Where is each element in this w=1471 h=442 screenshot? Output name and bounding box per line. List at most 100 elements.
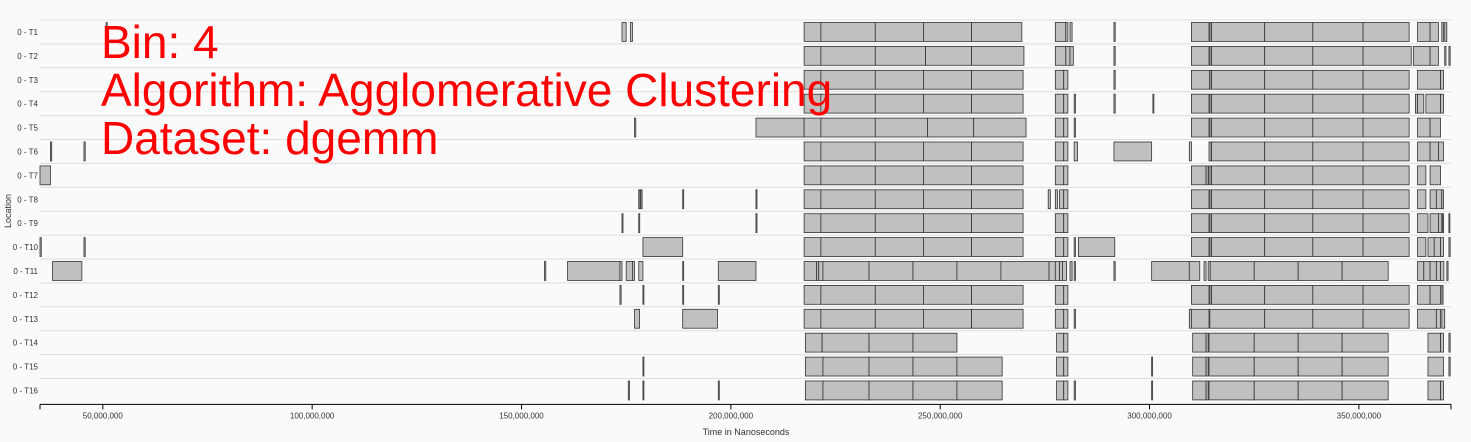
segment-bar <box>1264 46 1314 66</box>
segment-bar <box>1056 356 1065 377</box>
segment-bar <box>923 93 972 114</box>
segment-bar <box>1341 380 1389 401</box>
segment-bar <box>971 93 1024 114</box>
segment-bar <box>820 237 876 257</box>
segment-bar <box>1059 189 1065 210</box>
row-5: 0 - T5 <box>17 115 1451 138</box>
segment-bar <box>642 284 645 305</box>
segment-bar <box>1063 284 1069 305</box>
segment-bar <box>1441 284 1444 305</box>
segment-bar <box>874 22 924 42</box>
segment-bar <box>956 261 1002 281</box>
segment-bar <box>1211 237 1266 257</box>
segment-bar <box>1312 141 1364 162</box>
segment-bar <box>971 69 1024 90</box>
segment-bar <box>1188 141 1192 162</box>
segment-bar <box>1427 332 1441 353</box>
segment-bar <box>682 308 718 329</box>
segment-bar <box>1063 165 1069 186</box>
segment-bar <box>912 332 958 353</box>
row-label: 0 - T8 <box>17 195 38 204</box>
row-2: 0 - T2 <box>17 43 1451 66</box>
segment-bar <box>1417 117 1431 138</box>
segment-bar <box>1312 213 1364 233</box>
segment-bar <box>1211 69 1266 90</box>
segment-bar <box>1441 308 1446 329</box>
segment-bar <box>619 261 623 281</box>
segment-bar <box>1446 261 1449 281</box>
segment-bar <box>1264 141 1314 162</box>
segment-bar <box>1440 69 1444 90</box>
segment-bar <box>874 213 924 233</box>
segment-bar <box>1209 69 1212 90</box>
segment-bar <box>1191 22 1210 42</box>
segment-bar <box>1209 308 1266 329</box>
row-label: 0 - T11 <box>13 267 38 276</box>
segment-bar <box>1433 237 1441 257</box>
row-label: 0 - T16 <box>13 386 39 395</box>
segment-bar <box>1362 141 1410 162</box>
segment-bar <box>52 261 83 281</box>
segment-bar <box>1429 261 1437 281</box>
segment-bar <box>1069 261 1073 281</box>
segment-bar <box>682 261 685 281</box>
segment-bar <box>1054 189 1058 210</box>
segment-bar <box>625 261 633 281</box>
segment-bar <box>1209 284 1212 305</box>
x-tick-label: 50,000,000 <box>83 411 124 420</box>
segment-bar <box>1063 213 1069 233</box>
segment-bar <box>1192 380 1207 401</box>
segment-bar <box>1209 213 1212 233</box>
segment-bar <box>1047 189 1051 210</box>
segment-bar <box>1113 22 1116 42</box>
segment-bar <box>956 356 1003 377</box>
segment-bar <box>619 284 622 305</box>
segment-bar <box>1362 213 1410 233</box>
segment-bar <box>822 356 870 377</box>
segment-bar <box>1054 46 1067 66</box>
segment-bar <box>1438 213 1443 233</box>
row-label: 0 - T3 <box>17 76 38 85</box>
row-label: 0 - T10 <box>13 243 39 252</box>
row-label: 0 - T14 <box>13 339 39 348</box>
segment-bar <box>1417 141 1431 162</box>
segment-bar <box>1442 213 1445 233</box>
segment-bar <box>1312 93 1364 114</box>
segment-bar <box>621 22 627 42</box>
segment-bar <box>1000 261 1050 281</box>
segment-bar <box>874 284 924 305</box>
segment-bar <box>717 261 757 281</box>
segment-bar <box>638 213 641 233</box>
segment-bar <box>1448 356 1451 377</box>
segment-bar <box>1192 332 1207 353</box>
segment-bar <box>1440 237 1444 257</box>
segment-bar <box>1312 308 1364 329</box>
segment-bar <box>1264 117 1314 138</box>
segment-bar <box>1362 22 1410 42</box>
segment-bar <box>717 284 720 305</box>
segment-bar <box>1209 117 1212 138</box>
segment-bar <box>1191 117 1210 138</box>
segment-bar <box>803 261 818 281</box>
segment-bar <box>1191 308 1210 329</box>
segment-bar <box>1073 93 1076 114</box>
segment-bar <box>1065 22 1069 42</box>
segment-bar <box>1297 261 1343 281</box>
overlay-bin: Bin: 4 <box>101 16 219 68</box>
segment-bar <box>912 261 958 281</box>
segment-bar <box>1209 237 1212 257</box>
segment-bar <box>1362 117 1410 138</box>
segment-bar <box>927 117 975 138</box>
segment-bar <box>1429 189 1437 210</box>
segment-bar <box>1341 261 1389 281</box>
segment-bar <box>923 141 972 162</box>
segment-bar <box>1253 356 1299 377</box>
segment-bar <box>1312 189 1364 210</box>
segment-bar <box>1063 141 1069 162</box>
segment-bar <box>1191 213 1210 233</box>
segment-bar <box>1063 380 1069 401</box>
segment-bar <box>822 261 870 281</box>
segment-bar <box>1209 261 1255 281</box>
segment-bar <box>1429 284 1441 305</box>
segment-bar <box>1264 237 1314 257</box>
